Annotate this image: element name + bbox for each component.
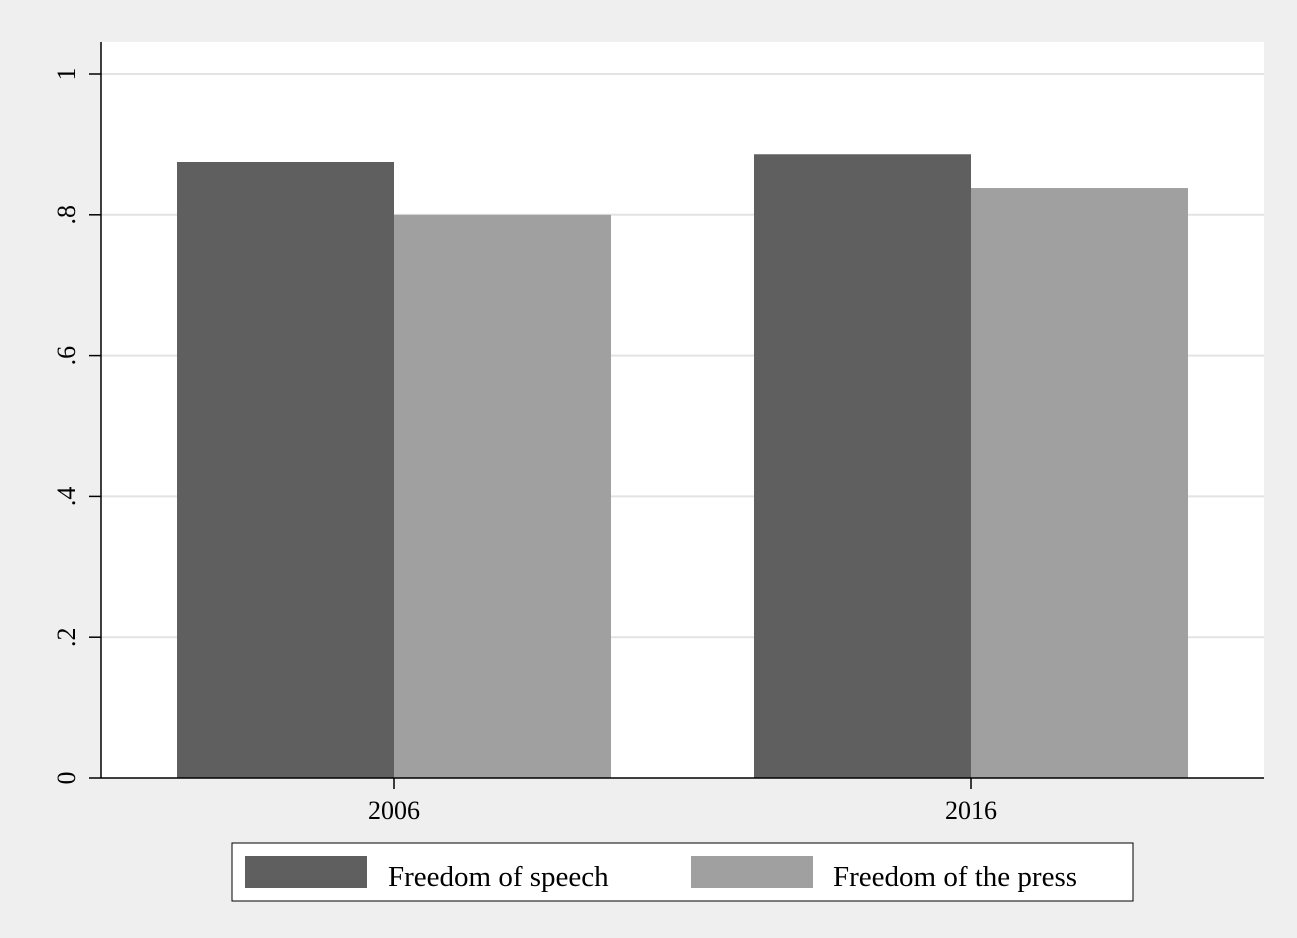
y-tick-label: 0 [52, 772, 81, 785]
legend-label-freedom-of-the-press: Freedom of the press [833, 861, 1077, 893]
bar-freedom-of-the-press-2016 [971, 188, 1188, 779]
y-tick-label: 1 [52, 68, 81, 81]
legend-label-freedom-of-speech: Freedom of speech [388, 861, 609, 893]
bar-freedom-of-speech-2006 [177, 162, 394, 778]
y-axis-ticks: 0 .2 .4 .6 .8 1 [52, 68, 101, 785]
axes [100, 42, 1264, 779]
legend: Freedom of speech Freedom of the press [231, 842, 1134, 902]
y-tick-label: .6 [52, 346, 81, 366]
legend-swatch-freedom-of-speech [245, 856, 367, 888]
x-tick-label: 2016 [945, 796, 997, 825]
bars [177, 154, 1188, 779]
y-tick-label: .8 [52, 205, 81, 225]
legend-swatch-freedom-of-the-press [691, 856, 813, 888]
y-tick-label: .4 [52, 487, 81, 507]
bar-freedom-of-the-press-2006 [394, 214, 611, 779]
y-tick-label: .2 [52, 627, 81, 647]
x-tick-label: 2006 [368, 796, 420, 825]
bar-freedom-of-speech-2016 [754, 154, 971, 779]
legend-box [231, 842, 1134, 902]
x-axis-ticks: 2006 2016 [368, 778, 997, 825]
